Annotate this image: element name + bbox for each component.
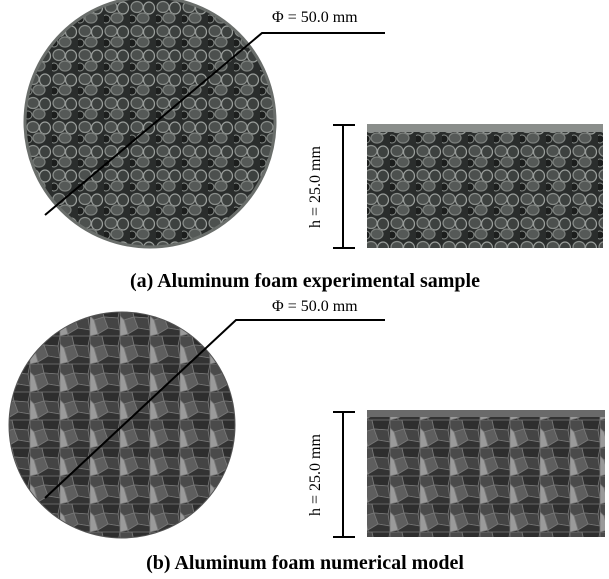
caption: (a) Aluminum foam experimental sample xyxy=(130,270,480,292)
figure: Φ = 50.0 mm h = 25.0 mm (a) Aluminum foa… xyxy=(0,0,609,579)
foam-top-photo xyxy=(25,0,275,247)
height-dimension xyxy=(333,125,355,248)
height-label: h = 25.0 mm xyxy=(307,145,324,227)
caption: (b) Aluminum foam numerical model xyxy=(146,552,464,574)
height-dimension xyxy=(333,412,355,537)
foam-side-photo xyxy=(367,126,603,248)
diameter-label: Φ = 50.0 mm xyxy=(272,298,358,315)
model-top-edge xyxy=(367,410,605,417)
model-side-view xyxy=(367,414,605,537)
foam-top-edge xyxy=(367,124,603,132)
height-label: h = 25.0 mm xyxy=(307,433,324,515)
diameter-label: Φ = 50.0 mm xyxy=(272,9,358,26)
